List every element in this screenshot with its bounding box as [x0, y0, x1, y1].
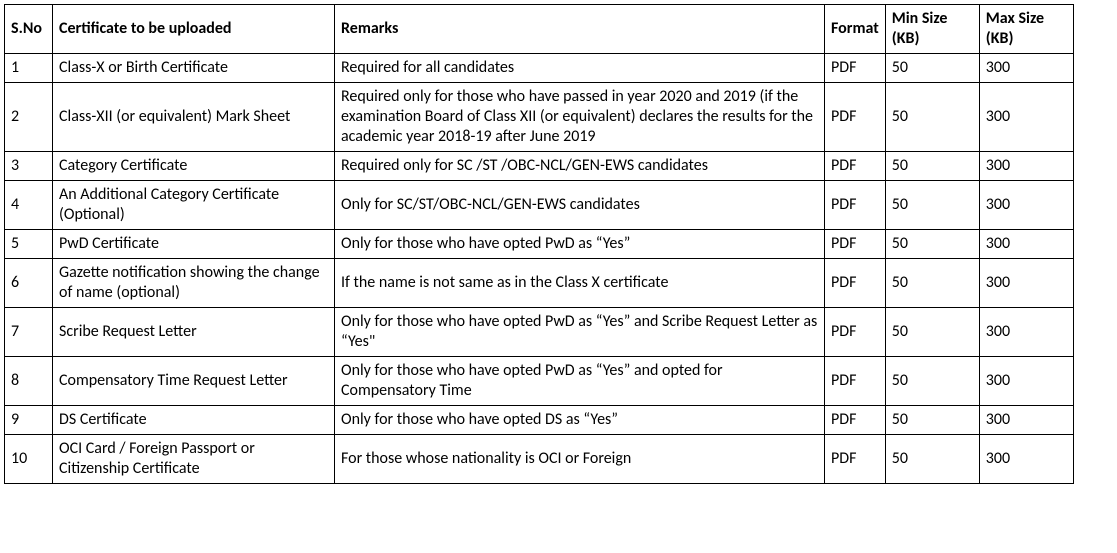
table-row: 8Compensatory Time Request LetterOnly fo…: [5, 357, 1074, 406]
cell-cert: Category Certificate: [53, 152, 335, 181]
col-header-remarks: Remarks: [335, 5, 825, 54]
table-body: 1Class-X or Birth CertificateRequired fo…: [5, 54, 1074, 484]
cell-sno: 6: [5, 259, 53, 308]
cell-format: PDF: [825, 308, 886, 357]
cell-max: 300: [979, 152, 1073, 181]
table-row: 7Scribe Request LetterOnly for those who…: [5, 308, 1074, 357]
cell-sno: 8: [5, 357, 53, 406]
cell-max: 300: [979, 230, 1073, 259]
cell-min: 50: [885, 152, 979, 181]
cell-sno: 4: [5, 181, 53, 230]
cell-max: 300: [979, 357, 1073, 406]
cell-cert: OCI Card / Foreign Passport or Citizensh…: [53, 435, 335, 484]
cell-sno: 1: [5, 54, 53, 83]
cell-min: 50: [885, 259, 979, 308]
col-header-max: Max Size (KB): [979, 5, 1073, 54]
table-row: 10OCI Card / Foreign Passport or Citizen…: [5, 435, 1074, 484]
cell-format: PDF: [825, 54, 886, 83]
cell-max: 300: [979, 308, 1073, 357]
cell-remarks: Only for those who have opted PwD as “Ye…: [335, 357, 825, 406]
col-header-sno: S.No: [5, 5, 53, 54]
cell-sno: 5: [5, 230, 53, 259]
cell-remarks: Required only for SC /ST /OBC-NCL/GEN-EW…: [335, 152, 825, 181]
cell-sno: 2: [5, 83, 53, 152]
cell-min: 50: [885, 83, 979, 152]
cell-remarks: Only for those who have opted DS as “Yes…: [335, 406, 825, 435]
table-row: 9DS CertificateOnly for those who have o…: [5, 406, 1074, 435]
cell-sno: 9: [5, 406, 53, 435]
cell-min: 50: [885, 230, 979, 259]
cell-max: 300: [979, 435, 1073, 484]
cell-min: 50: [885, 435, 979, 484]
cell-sno: 3: [5, 152, 53, 181]
col-header-cert: Certificate to be uploaded: [53, 5, 335, 54]
table-row: 5PwD CertificateOnly for those who have …: [5, 230, 1074, 259]
cell-remarks: Only for those who have opted PwD as “Ye…: [335, 308, 825, 357]
cell-max: 300: [979, 181, 1073, 230]
cell-min: 50: [885, 181, 979, 230]
certificates-table: S.No Certificate to be uploaded Remarks …: [4, 4, 1074, 484]
cell-cert: Gazette notification showing the change …: [53, 259, 335, 308]
cell-min: 50: [885, 357, 979, 406]
cell-cert: DS Certificate: [53, 406, 335, 435]
cell-format: PDF: [825, 181, 886, 230]
cell-remarks: Required for all candidates: [335, 54, 825, 83]
table-header-row: S.No Certificate to be uploaded Remarks …: [5, 5, 1074, 54]
cell-remarks: Required only for those who have passed …: [335, 83, 825, 152]
cell-remarks: If the name is not same as in the Class …: [335, 259, 825, 308]
cell-min: 50: [885, 406, 979, 435]
cell-format: PDF: [825, 435, 886, 484]
cell-cert: Compensatory Time Request Letter: [53, 357, 335, 406]
cell-min: 50: [885, 308, 979, 357]
col-header-format: Format: [825, 5, 886, 54]
cell-min: 50: [885, 54, 979, 83]
cell-remarks: Only for SC/ST/OBC-NCL/GEN-EWS candidate…: [335, 181, 825, 230]
table-row: 2Class-XII (or equivalent) Mark SheetReq…: [5, 83, 1074, 152]
cell-cert: Class-X or Birth Certificate: [53, 54, 335, 83]
cell-format: PDF: [825, 357, 886, 406]
table-row: 1Class-X or Birth CertificateRequired fo…: [5, 54, 1074, 83]
cell-sno: 7: [5, 308, 53, 357]
cell-cert: Scribe Request Letter: [53, 308, 335, 357]
cell-format: PDF: [825, 259, 886, 308]
cell-max: 300: [979, 54, 1073, 83]
cell-cert: An Additional Category Certificate (Opti…: [53, 181, 335, 230]
cell-remarks: For those whose nationality is OCI or Fo…: [335, 435, 825, 484]
cell-cert: Class-XII (or equivalent) Mark Sheet: [53, 83, 335, 152]
table-row: 4An Additional Category Certificate (Opt…: [5, 181, 1074, 230]
cell-format: PDF: [825, 152, 886, 181]
cell-remarks: Only for those who have opted PwD as “Ye…: [335, 230, 825, 259]
cell-format: PDF: [825, 406, 886, 435]
cell-cert: PwD Certificate: [53, 230, 335, 259]
cell-format: PDF: [825, 230, 886, 259]
table-row: 6Gazette notification showing the change…: [5, 259, 1074, 308]
cell-sno: 10: [5, 435, 53, 484]
cell-format: PDF: [825, 83, 886, 152]
cell-max: 300: [979, 259, 1073, 308]
cell-max: 300: [979, 406, 1073, 435]
table-row: 3Category CertificateRequired only for S…: [5, 152, 1074, 181]
col-header-min: Min Size (KB): [885, 5, 979, 54]
cell-max: 300: [979, 83, 1073, 152]
